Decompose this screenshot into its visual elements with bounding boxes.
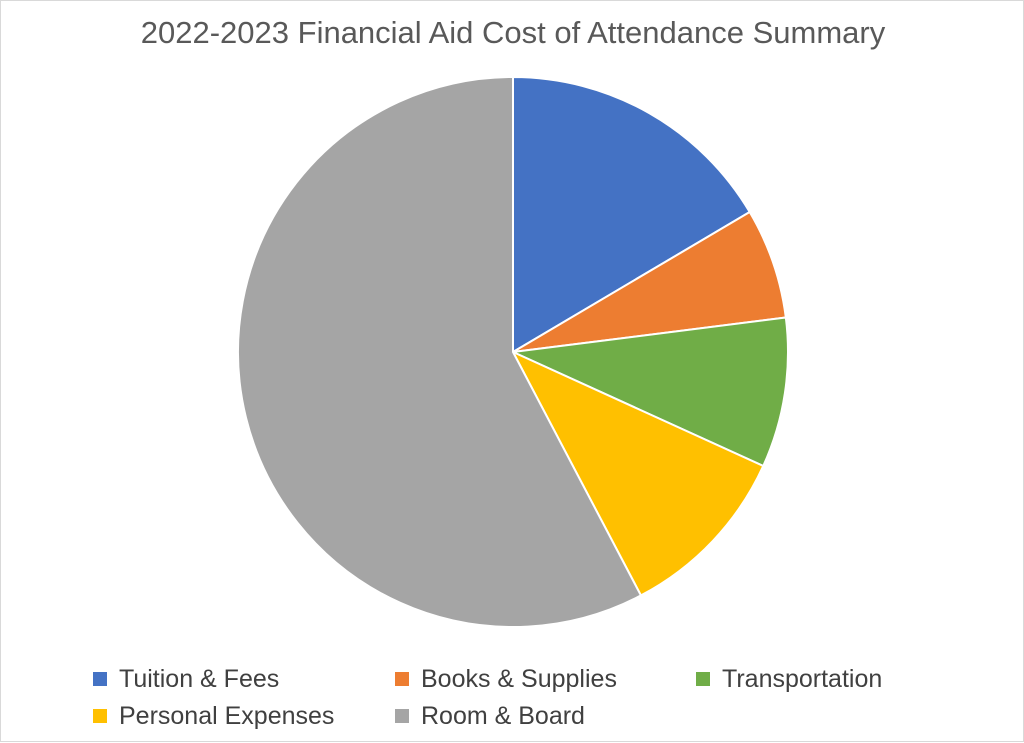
legend-label-personal-expenses: Personal Expenses [119, 701, 335, 730]
legend-item-room-board: Room & Board [395, 701, 585, 731]
legend-label-books-supplies: Books & Supplies [421, 664, 617, 693]
pie-slice-transportation [512, 316, 789, 467]
legend-label-tuition-fees: Tuition & Fees [119, 664, 280, 693]
pie-slice-personal-expenses [512, 351, 765, 597]
legend-swatch-transportation [696, 672, 710, 686]
pie-slice-books-supplies [512, 211, 787, 353]
pie-slice-tuition-fees [512, 76, 751, 353]
legend-label-transportation: Transportation [722, 664, 883, 693]
legend-swatch-books-supplies [395, 672, 409, 686]
legend-label-room-board: Room & Board [421, 701, 585, 730]
legend-swatch-personal-expenses [93, 709, 107, 723]
legend-item-transportation: Transportation [696, 664, 882, 694]
pie-slice-room-board [237, 76, 642, 628]
legend-item-books-supplies: Books & Supplies [395, 664, 617, 694]
legend-item-tuition-fees: Tuition & Fees [93, 664, 279, 694]
chart-title: 2022-2023 Financial Aid Cost of Attendan… [140, 15, 886, 50]
legend-swatch-tuition-fees [93, 672, 107, 686]
legend-item-personal-expenses: Personal Expenses [93, 701, 334, 731]
legend-swatch-room-board [395, 709, 409, 723]
